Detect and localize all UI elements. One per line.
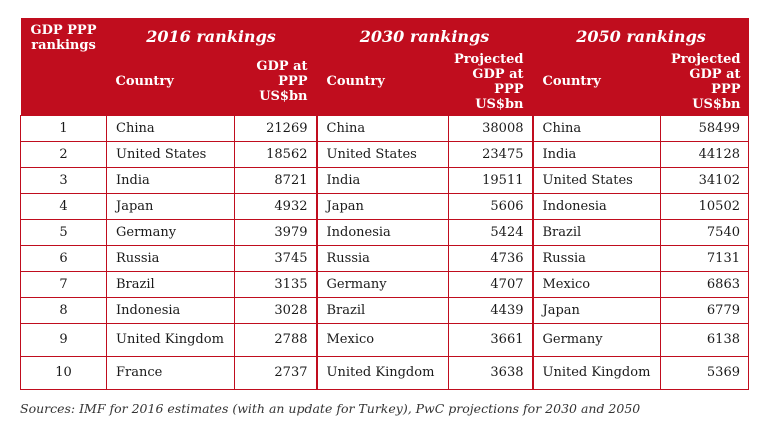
country-2030-cell: China <box>316 115 449 142</box>
table-row: 6 Russia 3745 Russia 4736 Russia 7131 <box>20 245 749 272</box>
gdp-2016-cell: 3745 <box>234 245 318 272</box>
country-2050-cell: Brazil <box>532 219 661 246</box>
table-row: 1 China 21269 China 38008 China 58499 <box>20 115 749 142</box>
country-2050-cell: Russia <box>532 245 661 272</box>
country-header-2016: Country <box>106 48 235 116</box>
gdp-2016-cell: 3979 <box>234 219 318 246</box>
gdp-2030-cell: 4707 <box>448 271 534 298</box>
rank-cell: 3 <box>20 167 107 194</box>
gdp-2030-cell: 5606 <box>448 193 534 220</box>
gdp-2050-cell: 5369 <box>660 356 749 390</box>
value-header-2030: Projected GDP at PPP US$bn <box>448 48 534 116</box>
gdp-2016-cell: 21269 <box>234 115 318 142</box>
gdp-2030-cell: 19511 <box>448 167 534 194</box>
country-2016-cell: United States <box>106 141 235 168</box>
country-2016-cell: Germany <box>106 219 235 246</box>
gdp-2030-cell: 5424 <box>448 219 534 246</box>
country-2016-cell: China <box>106 115 235 142</box>
gdp-rankings-table: GDP PPP rankings 2016 rankings 2030 rank… <box>20 18 749 390</box>
group-header-2016: 2016 rankings <box>106 18 318 48</box>
country-2050-cell: Mexico <box>532 271 661 298</box>
table-row: 9 United Kingdom 2788 Mexico 3661 German… <box>20 323 749 357</box>
country-2050-cell: India <box>532 141 661 168</box>
country-2050-cell: China <box>532 115 661 142</box>
gdp-2016-cell: 3135 <box>234 271 318 298</box>
country-2050-cell: Indonesia <box>532 193 661 220</box>
gdp-2016-cell: 3028 <box>234 297 318 324</box>
gdp-2050-cell: 58499 <box>660 115 749 142</box>
country-2016-cell: Japan <box>106 193 235 220</box>
country-header-2050: Country <box>532 48 661 116</box>
gdp-2030-cell: 3638 <box>448 356 534 390</box>
table-row: 5 Germany 3979 Indonesia 5424 Brazil 754… <box>20 219 749 246</box>
gdp-2050-cell: 6138 <box>660 323 749 357</box>
country-2030-cell: Japan <box>316 193 449 220</box>
gdp-2050-cell: 44128 <box>660 141 749 168</box>
group-header-2050: 2050 rankings <box>532 18 749 48</box>
table-row: 2 United States 18562 United States 2347… <box>20 141 749 168</box>
gdp-2016-cell: 4932 <box>234 193 318 220</box>
rank-cell: 1 <box>20 115 107 142</box>
gdp-2016-cell: 2788 <box>234 323 318 357</box>
country-2016-cell: India <box>106 167 235 194</box>
table-row: 3 India 8721 India 19511 United States 3… <box>20 167 749 194</box>
country-2050-cell: United Kingdom <box>532 356 661 390</box>
gdp-2030-cell: 23475 <box>448 141 534 168</box>
rank-column-header: GDP PPP rankings <box>20 18 107 116</box>
country-2016-cell: Brazil <box>106 271 235 298</box>
table-row: 10 France 2737 United Kingdom 3638 Unite… <box>20 356 749 390</box>
source-note: Sources: IMF for 2016 estimates (with an… <box>20 401 641 416</box>
country-2030-cell: United Kingdom <box>316 356 449 390</box>
gdp-2050-cell: 10502 <box>660 193 749 220</box>
country-2016-cell: United Kingdom <box>106 323 235 357</box>
rankings-table-container: GDP PPP rankings 2016 rankings 2030 rank… <box>20 18 749 390</box>
country-2030-cell: Brazil <box>316 297 449 324</box>
country-2050-cell: Japan <box>532 297 661 324</box>
rank-cell: 7 <box>20 271 107 298</box>
rank-cell: 5 <box>20 219 107 246</box>
country-2050-cell: Germany <box>532 323 661 357</box>
country-2030-cell: Germany <box>316 271 449 298</box>
gdp-2016-cell: 18562 <box>234 141 318 168</box>
country-2016-cell: Indonesia <box>106 297 235 324</box>
gdp-2050-cell: 7131 <box>660 245 749 272</box>
group-header-2030: 2030 rankings <box>316 18 534 48</box>
rankings-table-body: 1 China 21269 China 38008 China 58499 2 … <box>20 115 749 390</box>
table-row: 4 Japan 4932 Japan 5606 Indonesia 10502 <box>20 193 749 220</box>
rank-cell: 4 <box>20 193 107 220</box>
gdp-2030-cell: 4439 <box>448 297 534 324</box>
rank-cell: 2 <box>20 141 107 168</box>
rank-cell: 6 <box>20 245 107 272</box>
value-header-2016: GDP at PPP US$bn <box>234 48 318 116</box>
gdp-2030-cell: 38008 <box>448 115 534 142</box>
country-2016-cell: France <box>106 356 235 390</box>
country-2030-cell: Indonesia <box>316 219 449 246</box>
rank-cell: 8 <box>20 297 107 324</box>
rank-cell: 10 <box>20 356 107 390</box>
country-2050-cell: United States <box>532 167 661 194</box>
table-row: 8 Indonesia 3028 Brazil 4439 Japan 6779 <box>20 297 749 324</box>
gdp-2016-cell: 8721 <box>234 167 318 194</box>
gdp-2016-cell: 2737 <box>234 356 318 390</box>
gdp-2030-cell: 4736 <box>448 245 534 272</box>
gdp-2050-cell: 7540 <box>660 219 749 246</box>
value-header-2050: Projected GDP at PPP US$bn <box>660 48 749 116</box>
country-2030-cell: Mexico <box>316 323 449 357</box>
gdp-2050-cell: 6863 <box>660 271 749 298</box>
gdp-2050-cell: 34102 <box>660 167 749 194</box>
country-2016-cell: Russia <box>106 245 235 272</box>
rank-cell: 9 <box>20 323 107 357</box>
gdp-2030-cell: 3661 <box>448 323 534 357</box>
gdp-2050-cell: 6779 <box>660 297 749 324</box>
country-2030-cell: Russia <box>316 245 449 272</box>
country-header-2030: Country <box>316 48 449 116</box>
country-2030-cell: United States <box>316 141 449 168</box>
country-2030-cell: India <box>316 167 449 194</box>
table-row: 7 Brazil 3135 Germany 4707 Mexico 6863 <box>20 271 749 298</box>
